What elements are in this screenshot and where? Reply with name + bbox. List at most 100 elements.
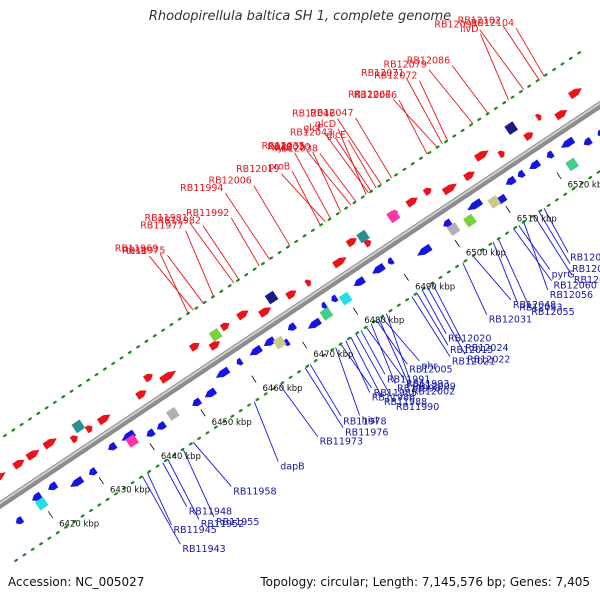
forward-gene (0, 472, 6, 481)
reverse-label-leader (421, 289, 447, 334)
reverse-gene (70, 476, 85, 487)
rna-feature (463, 213, 477, 228)
forward-gene (236, 310, 249, 321)
rna-feature (319, 306, 334, 321)
reverse-gene (249, 344, 263, 356)
forward-gene-label: RB11994 (180, 183, 223, 194)
forward-gene (135, 390, 147, 400)
map-title: Rhodopirellula baltica SH 1, complete ge… (148, 9, 452, 24)
reverse-gene (467, 198, 484, 211)
scale-tick (505, 205, 511, 214)
reverse-gene-label: RB11955 (216, 517, 259, 528)
reverse-gene-label: RB12020 (448, 334, 491, 345)
forward-gene (304, 279, 311, 287)
reverse-gene (529, 159, 542, 169)
reverse-gene (192, 397, 203, 407)
reverse-gene-label: RB12056 (550, 290, 593, 301)
reverse-label-leader (167, 459, 200, 520)
reverse-gene (32, 491, 43, 501)
reverse-label-leader (355, 333, 395, 403)
rna-feature (272, 335, 287, 350)
rna-feature (504, 121, 518, 135)
reverse-gene-label: RB11985 (374, 388, 417, 399)
gene-labels: RB12104RB12102RB12097ilvDRB12086RB12079R… (115, 16, 600, 556)
forward-gene (332, 257, 347, 269)
forward-gene (219, 322, 230, 332)
reverse-gene-label: RB12022 (467, 354, 510, 365)
forward-gene (463, 171, 475, 182)
reverse-gene (236, 357, 244, 366)
reverse-label-leader (411, 296, 451, 357)
forward-gene (405, 197, 418, 208)
reverse-guide-line (14, 169, 600, 563)
reverse-label-leader (162, 462, 188, 507)
forward-gene-label: RB12097 (434, 20, 477, 31)
forward-label-leader (451, 65, 489, 114)
reverse-label-leader (345, 340, 371, 393)
forward-label-leader (428, 69, 474, 124)
reverse-label-leader (378, 318, 411, 387)
reverse-label-leader (365, 326, 405, 380)
reverse-gene (121, 429, 136, 441)
reverse-label-leader (426, 286, 466, 355)
scale-tick (47, 511, 54, 519)
scale-tick (556, 172, 562, 180)
rna-feature (71, 419, 86, 434)
forward-gene-label: RB12067 (348, 89, 391, 100)
reverse-gene-label: RB12060 (554, 281, 597, 292)
reverse-gene-label: RB11993 (406, 379, 449, 390)
reverse-gene (505, 175, 517, 185)
rna-feature (34, 496, 49, 511)
forward-label-leader (336, 118, 382, 185)
scale-tick (302, 341, 308, 349)
reverse-label-leader (350, 336, 383, 398)
forward-gene (535, 113, 542, 122)
forward-gene-label: RB12066 (354, 90, 397, 101)
reverse-gene-label: RB11948 (189, 507, 232, 518)
forward-gene (12, 459, 25, 470)
forward-gene-label: glcF (303, 123, 322, 134)
forward-gene-label: RB12102 (458, 16, 501, 27)
forward-gene-label: RB12038 (275, 144, 318, 155)
forward-gene-label: RB12006 (208, 176, 251, 187)
reverse-gene-label: RB11952 (201, 519, 244, 530)
forward-label-leader (281, 173, 326, 223)
reverse-gene (321, 301, 328, 309)
reverse-gene (48, 481, 59, 491)
reverse-label-leader (523, 221, 549, 291)
forward-gene (554, 110, 568, 121)
forward-gene-label: RB11981 (145, 213, 188, 224)
reverse-gene (307, 317, 322, 329)
forward-gene (25, 449, 40, 461)
reverse-gene-label: RB12002 (412, 387, 455, 398)
forward-label-leader (185, 230, 214, 297)
scale-tick (98, 477, 104, 485)
rna-feature (208, 328, 223, 342)
forward-gene-label: RB11982 (158, 216, 201, 227)
reverse-label-leader (141, 475, 181, 545)
forward-label-leader (202, 225, 240, 280)
forward-label-leader (294, 152, 331, 219)
rna-feature (386, 209, 401, 224)
reverse-gene-label: pyrG (552, 269, 575, 280)
forward-label-leader (306, 150, 352, 206)
forward-gene (96, 414, 111, 426)
scale-tick-label: 6480 kbp (364, 316, 404, 326)
reverse-gene-label: RB12048 (513, 300, 556, 311)
forward-gene-label: glcE (326, 130, 346, 141)
forward-gene (568, 88, 582, 100)
forward-label-leader (230, 217, 260, 267)
reverse-gene (443, 218, 453, 227)
reverse-label-leader (472, 255, 512, 301)
reverse-label-leader (416, 292, 449, 346)
forward-gene-label: RB12046 (292, 109, 335, 120)
forward-gene-label: RB11975 (122, 245, 165, 256)
reverse-gene (15, 516, 25, 525)
reverse-gene (560, 136, 576, 148)
rna-feature (165, 407, 180, 421)
reverse-gene (204, 387, 218, 398)
backbone-highlight (0, 101, 600, 505)
forward-label-leader (253, 185, 291, 246)
forward-gene-label: glcD (315, 119, 336, 130)
forward-label-leader (480, 33, 509, 101)
